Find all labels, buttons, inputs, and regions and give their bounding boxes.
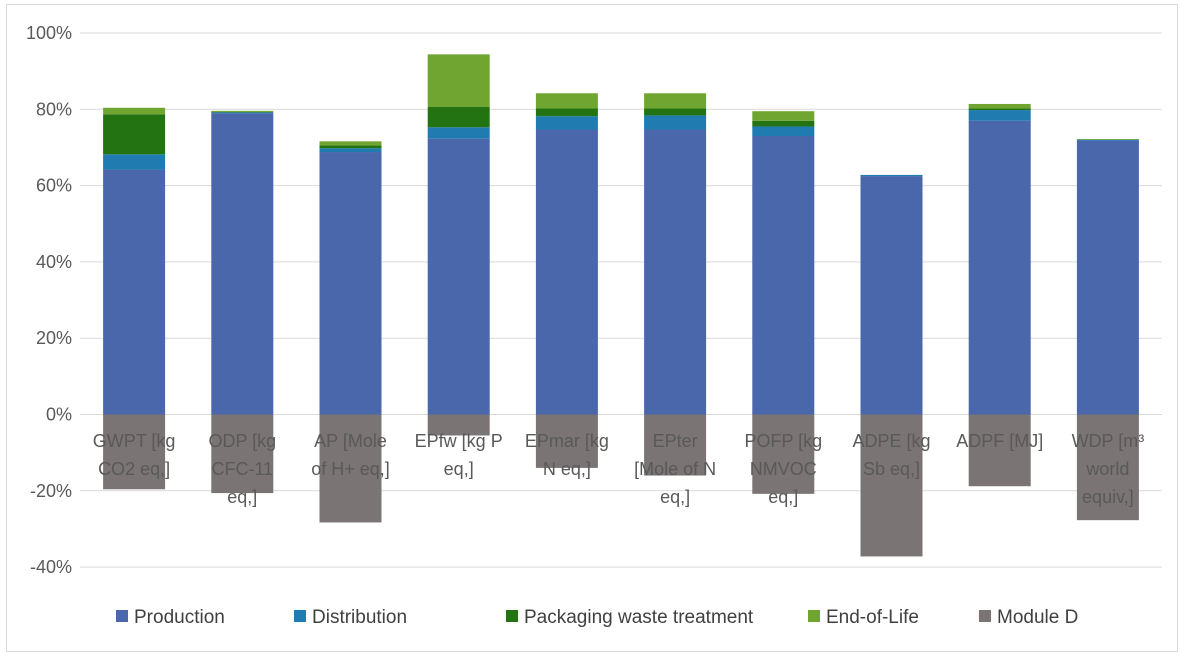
y-tick-label: 60% [36, 176, 72, 196]
bar-production-4 [535, 129, 598, 415]
bar-packaging-waste-treatment-8 [968, 108, 1031, 111]
legend-label: Production [134, 607, 225, 628]
y-tick-label: -40% [30, 557, 72, 577]
bar-distribution-5 [644, 115, 707, 130]
category-label: POFP [kg [744, 431, 822, 451]
category-label: equiv,] [1082, 487, 1134, 507]
category-label: eq,] [227, 487, 257, 507]
bar-module-d-6 [752, 414, 815, 494]
y-axis-ticks: 100% 80% 60% 40% 20% 0% -20% -40% [26, 23, 72, 577]
legend-swatch [294, 610, 306, 622]
legend-swatch [506, 610, 518, 622]
bar-distribution-1 [211, 112, 274, 114]
bar-distribution-6 [752, 126, 815, 137]
y-tick-label: 40% [36, 252, 72, 272]
legend: Production Distribution Packaging waste tr… [116, 607, 1078, 628]
bar-end-of-life-3 [427, 54, 490, 108]
category-label: NMVOC [750, 459, 817, 479]
category-label: ODP [kg [208, 431, 276, 451]
bar-distribution-2 [319, 148, 382, 153]
bar-module-d-1 [211, 414, 274, 494]
bar-end-of-life-6 [752, 111, 815, 121]
bar-distribution-3 [427, 127, 490, 139]
category-label: eq,] [660, 487, 690, 507]
category-label: AP [Mole [314, 431, 387, 451]
category-label: ADPE [kg [852, 431, 930, 451]
bar-end-of-life-5 [644, 93, 707, 109]
bar-module-d-0 [103, 414, 166, 490]
bar-packaging-waste-treatment-3 [427, 107, 490, 128]
bar-production-8 [968, 120, 1031, 415]
legend-label: Distribution [312, 607, 407, 628]
bar-end-of-life-4 [535, 93, 598, 109]
legend-swatch [979, 610, 991, 622]
y-tick-label: 100% [26, 23, 72, 43]
bar-packaging-waste-treatment-0 [103, 114, 166, 155]
bar-module-d-5 [644, 414, 707, 476]
bar-end-of-life-2 [319, 141, 382, 146]
category-label: eq,] [768, 487, 798, 507]
bar-production-2 [319, 152, 382, 415]
category-label: CO2 eq,] [98, 459, 170, 479]
category-label: of H+ eq,] [311, 459, 390, 479]
bar-distribution-0 [103, 154, 166, 170]
bar-module-d-3 [427, 414, 490, 436]
y-tick-label: 20% [36, 328, 72, 348]
bar-packaging-waste-treatment-6 [752, 120, 815, 127]
category-label: WDP [m³ [1072, 431, 1145, 451]
bar-module-d-7 [860, 414, 923, 557]
y-tick-label: 80% [36, 99, 72, 119]
bar-production-6 [752, 136, 815, 415]
bar-production-7 [860, 176, 923, 415]
legend-swatch [116, 610, 128, 622]
bar-packaging-waste-treatment-2 [319, 145, 382, 149]
category-labels: GWPT [kg CO2 eq,] ODP [kg CFC-11 eq,] AP [Mol… [93, 431, 1144, 507]
bar-end-of-life-1 [211, 110, 274, 112]
y-tick-label: -20% [30, 481, 72, 501]
bar-production-1 [211, 113, 274, 415]
bar-module-d-4 [535, 414, 598, 468]
bar-packaging-waste-treatment-5 [644, 108, 707, 116]
bar-production-9 [1076, 140, 1139, 415]
bar-module-d-2 [319, 414, 382, 523]
legend-label: Packaging waste treatment [524, 607, 754, 628]
category-label: eq,] [444, 459, 474, 479]
category-label: GWPT [kg [93, 431, 176, 451]
bar-production-3 [427, 138, 490, 415]
category-label: EPmar [kg [525, 431, 609, 451]
category-label: world [1085, 459, 1129, 479]
bar-production-5 [644, 129, 707, 415]
bar-packaging-waste-treatment-4 [535, 108, 598, 117]
bar-distribution-7 [860, 174, 923, 177]
bar-module-d-8 [968, 414, 1031, 487]
category-label: Sb eq,] [863, 459, 920, 479]
legend-label: End-of-Life [826, 607, 919, 628]
category-label: CFC-11 [211, 459, 273, 479]
bar-end-of-life-8 [968, 103, 1031, 109]
bar-end-of-life-0 [103, 107, 166, 115]
category-label: N eq,] [543, 459, 591, 479]
category-label: ADPF [MJ] [956, 431, 1043, 451]
category-label: EPfw [kg P [415, 431, 503, 451]
bar-module-d-9 [1076, 414, 1139, 521]
bars [103, 54, 1139, 557]
bar-distribution-9 [1076, 139, 1139, 141]
bar-distribution-4 [535, 116, 598, 130]
legend-swatch [808, 610, 820, 622]
y-tick-label: 0% [46, 405, 72, 425]
legend-label: Module D [997, 607, 1078, 628]
category-label: [Mole of N [634, 459, 716, 479]
bar-distribution-8 [968, 110, 1031, 121]
bar-production-0 [103, 169, 166, 415]
category-label: EPter [653, 431, 698, 451]
